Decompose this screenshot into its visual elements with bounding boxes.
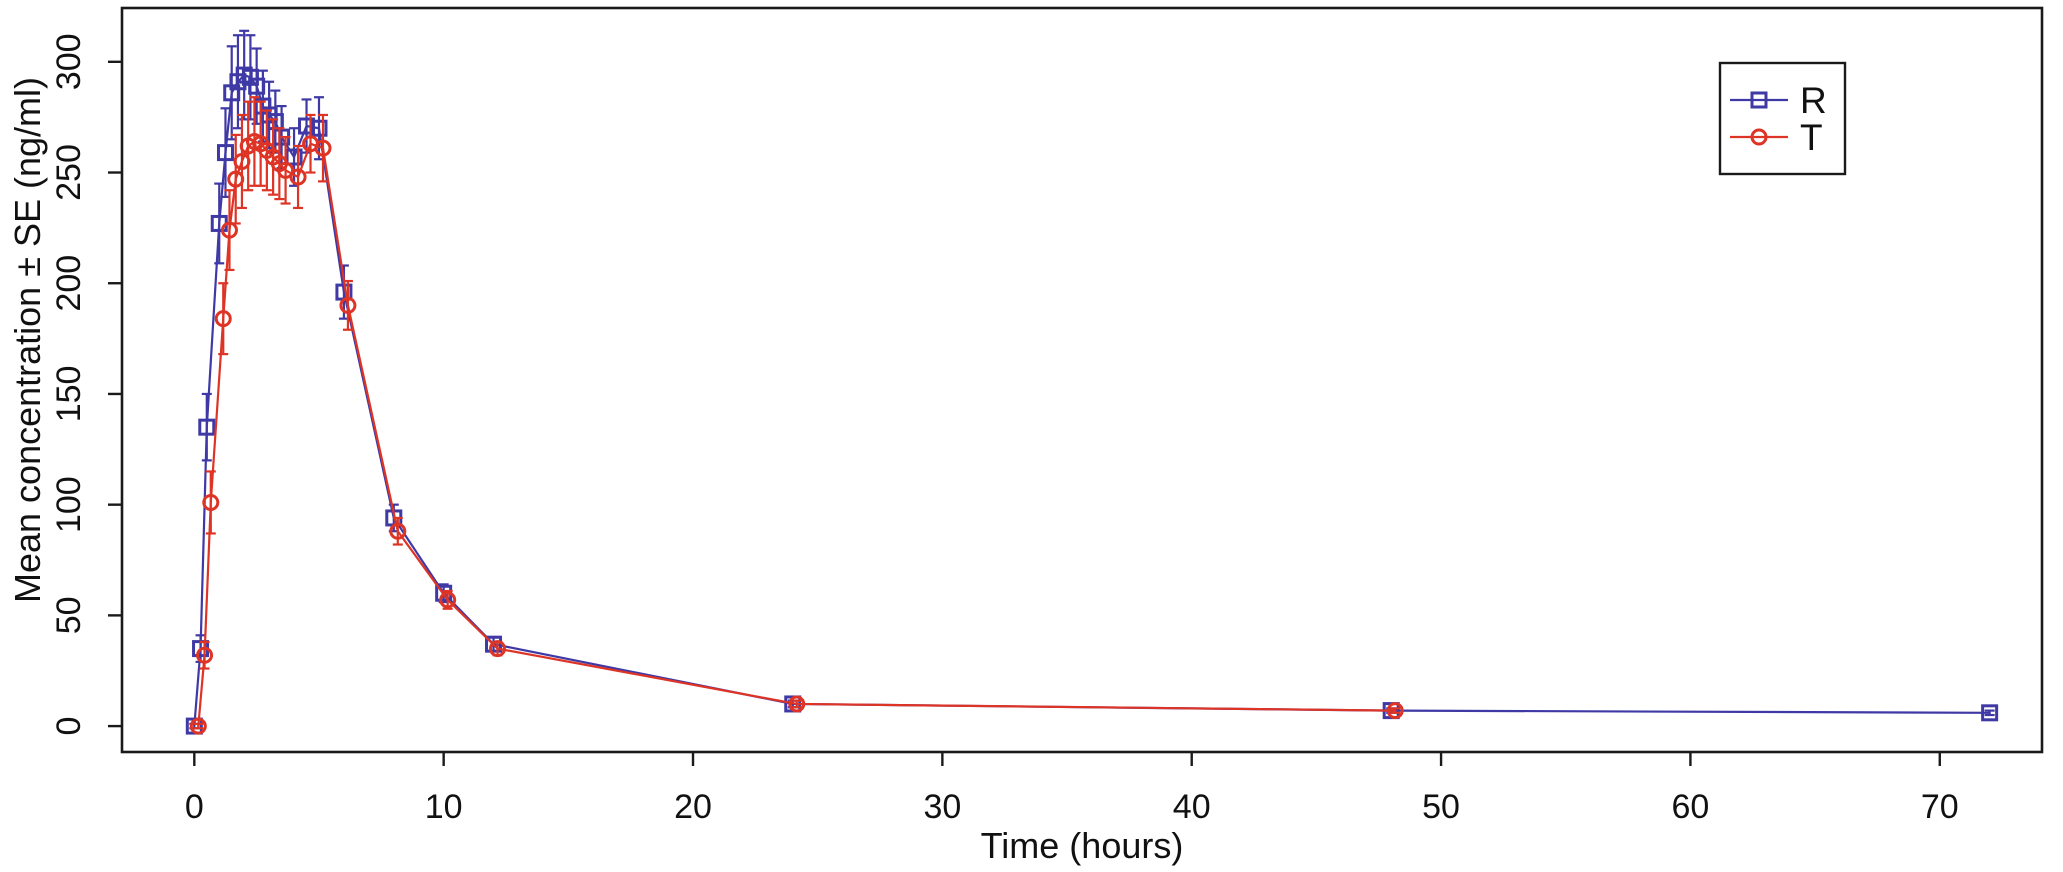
x-tick-label: 0 [185, 788, 204, 826]
legend-box [1718, 61, 1847, 176]
data-point-T [389, 522, 407, 540]
data-point-T [439, 591, 457, 609]
legend-label-T: T [1800, 117, 1823, 158]
legend-label-R: R [1800, 80, 1827, 121]
data-point-T [227, 170, 245, 188]
x-tick-label: 30 [923, 788, 961, 826]
data-point-R [285, 148, 303, 166]
y-tick-label: 300 [50, 33, 88, 90]
x-tick-label: 70 [1921, 788, 1959, 826]
y-tick-label: 50 [50, 596, 88, 634]
y-axis-title: Mean concentration ± SE (ng/ml) [7, 77, 48, 603]
data-point-T [189, 717, 207, 735]
data-point-R [248, 77, 266, 95]
x-tick-label: 10 [425, 788, 463, 826]
x-axis-title: Time (hours) [981, 825, 1184, 866]
data-point-R [298, 117, 316, 135]
series-line-T [197, 140, 1396, 727]
plot-border [120, 6, 2044, 754]
data-point-R [1981, 704, 1999, 722]
x-tick-label: 40 [1173, 788, 1211, 826]
data-point-T [289, 168, 307, 186]
data-point-R [216, 144, 234, 162]
data-point-T [489, 640, 507, 658]
legend-marker-T [1750, 128, 1768, 146]
data-point-T [196, 646, 214, 664]
data-point-T [277, 161, 295, 179]
data-point-T [788, 695, 806, 713]
x-tick-label: 60 [1672, 788, 1710, 826]
data-point-R [310, 119, 328, 137]
data-point-T [202, 493, 220, 511]
y-tick-label: 250 [50, 144, 88, 201]
x-tick-label: 50 [1422, 788, 1460, 826]
y-tick-label: 200 [50, 255, 88, 312]
data-point-T [339, 296, 357, 314]
data-point-R [485, 635, 503, 653]
legend-marker-R [1750, 91, 1768, 109]
y-tick-label: 150 [50, 366, 88, 423]
y-tick-label: 100 [50, 476, 88, 533]
data-point-T [314, 139, 332, 157]
data-point-R [198, 418, 216, 436]
data-point-T [220, 221, 238, 239]
data-point-T [1386, 702, 1404, 720]
data-point-T [233, 152, 251, 170]
data-point-T [214, 310, 232, 328]
x-tick-label: 20 [674, 788, 712, 826]
y-tick-label: 0 [50, 717, 88, 736]
